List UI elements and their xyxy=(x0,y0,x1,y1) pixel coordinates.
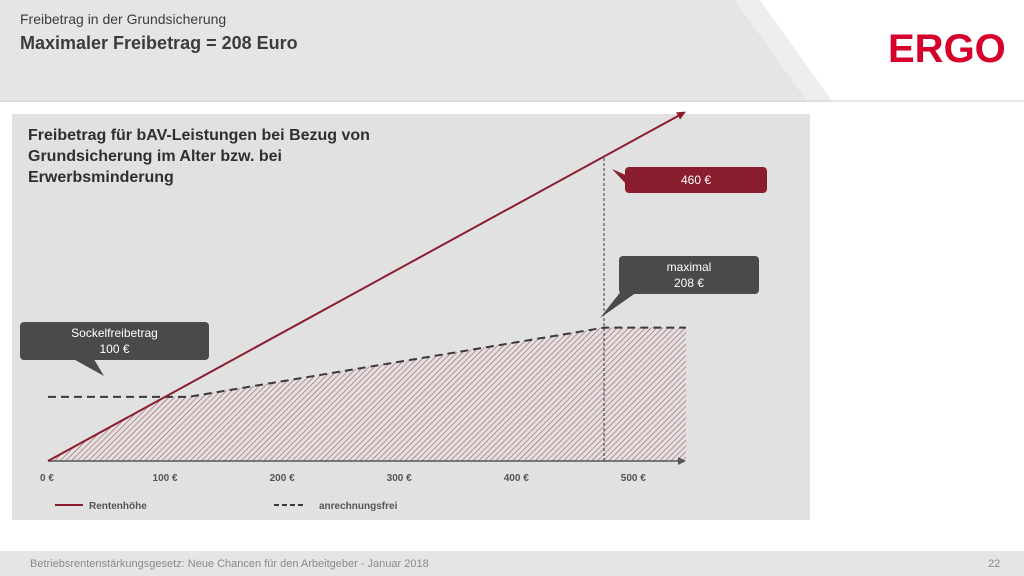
series-rentenhoehe-arrow xyxy=(676,111,686,120)
callout-460: 460 € xyxy=(625,167,767,193)
callout-sockel-line1: Sockelfreibetrag xyxy=(71,326,158,340)
callout-max-pointer xyxy=(600,290,640,318)
x-tick-labels: 0 € 100 € 200 € 300 € 400 € 500 € xyxy=(40,473,646,484)
x-tick-label: 100 € xyxy=(153,473,178,484)
callout-sockel-pointer xyxy=(68,356,104,376)
header-background xyxy=(0,0,1024,102)
header: Freibetrag in der Grundsicherung Maximal… xyxy=(0,0,1024,102)
callout-sockel-line2: 100 € xyxy=(99,342,130,356)
callout-maximal-line1: maximal xyxy=(666,260,712,274)
callout-maximal-line2: 208 € xyxy=(673,276,705,290)
legend-rentenhoehe-label: Rentenhöhe xyxy=(89,501,147,512)
x-tick-label: 400 € xyxy=(504,473,529,484)
x-tick-label: 200 € xyxy=(270,473,295,484)
footer-text: Betriebsrentenstärkungsgesetz: Neue Chan… xyxy=(30,558,429,570)
footer xyxy=(0,551,1024,576)
x-tick-label: 500 € xyxy=(621,473,646,484)
anrechnungsfrei-area xyxy=(48,327,686,461)
ergo-logo: ERGO xyxy=(888,27,1006,71)
x-tick-label: 0 € xyxy=(40,473,54,484)
slide-subtitle: Freibetrag in der Grundsicherung xyxy=(20,11,227,27)
callout-sockelfreibetrag: Sockelfreibetrag 100 € xyxy=(20,322,209,360)
page-number: 22 xyxy=(988,558,1001,570)
x-axis-arrow xyxy=(678,457,686,465)
callout-460-text: 460 € xyxy=(680,173,712,187)
series-anrechnungsfrei xyxy=(48,326,686,398)
callout-460-pointer xyxy=(612,169,628,186)
chart-title: Freibetrag für bAV-Leistungen bei Bezug … xyxy=(28,127,370,186)
series-rentenhoehe xyxy=(47,113,682,462)
x-tick-label: 300 € xyxy=(387,473,412,484)
callout-maximal: maximal 208 € xyxy=(619,256,759,294)
legend-anrechnungsfrei-label: anrechnungsfrei xyxy=(319,501,398,512)
slide-title: Maximaler Freibetrag = 208 Euro xyxy=(20,33,298,53)
